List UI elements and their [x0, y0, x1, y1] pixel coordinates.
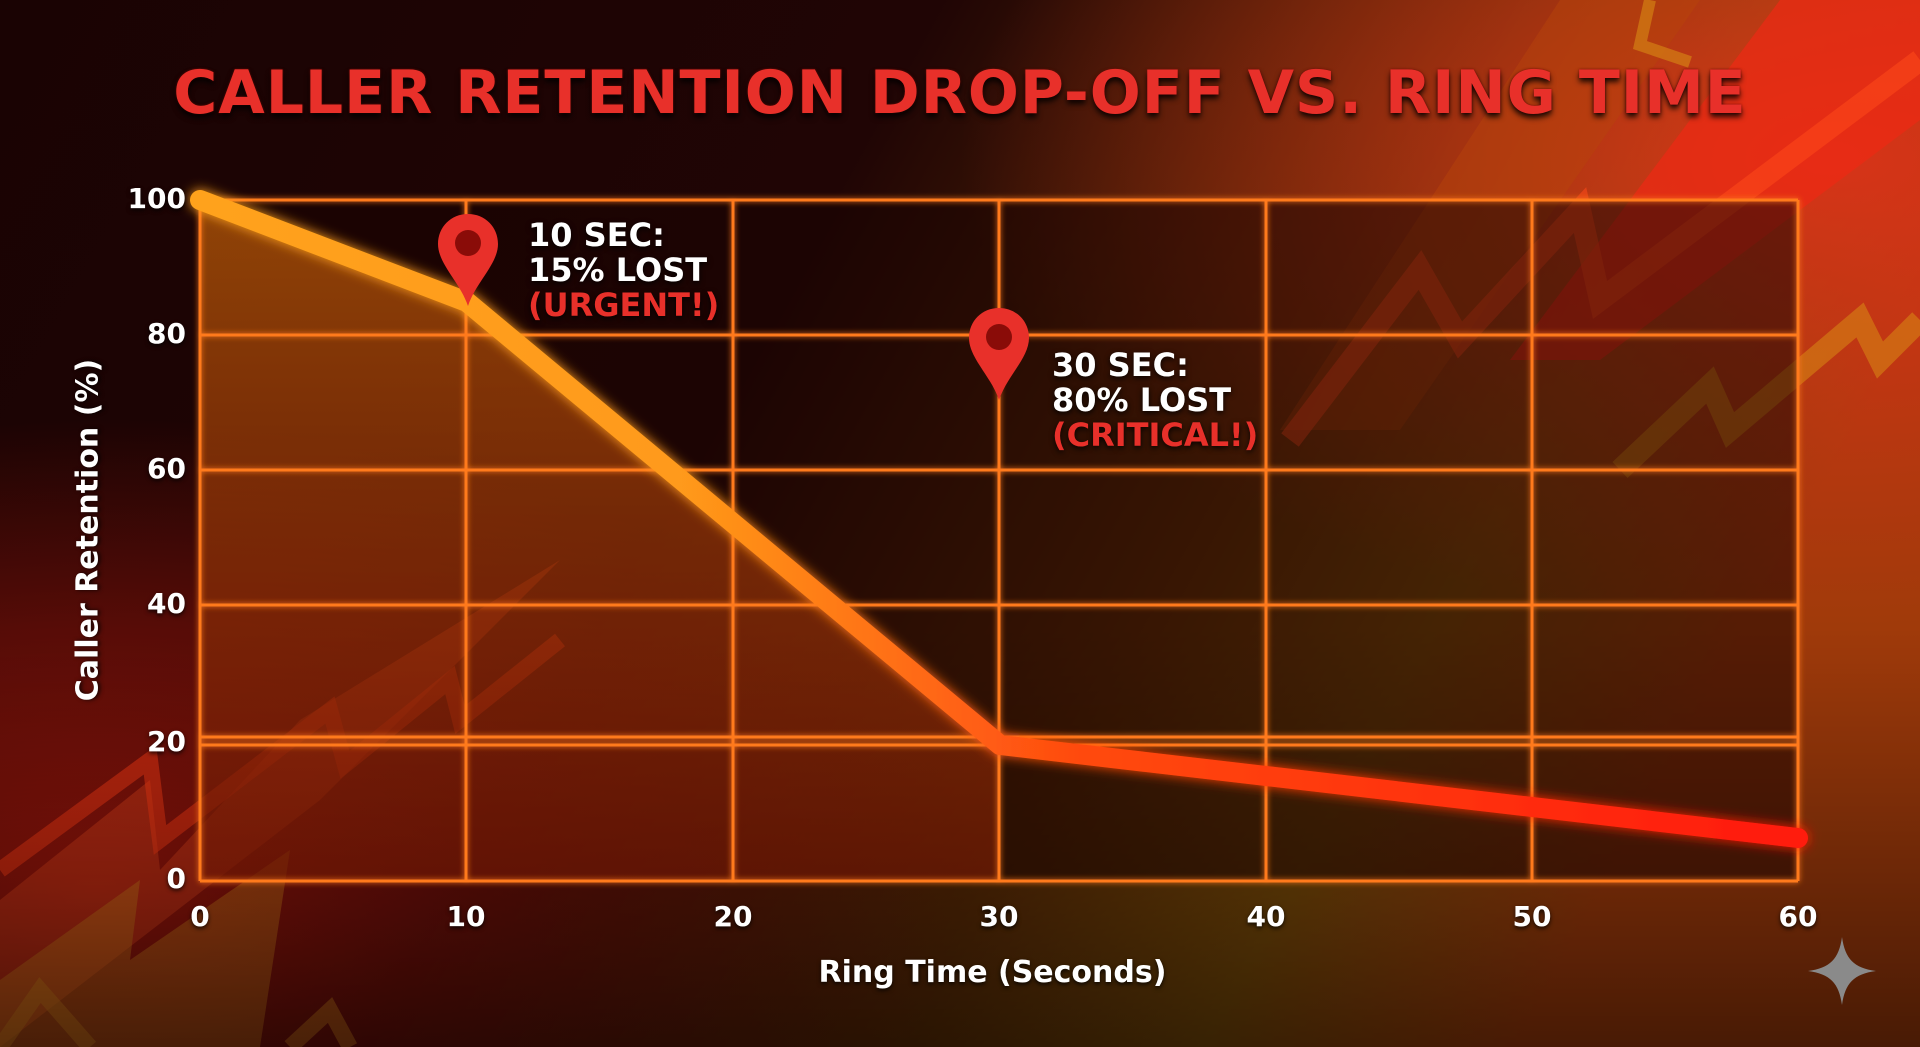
x-tick: 20 — [713, 900, 753, 933]
x-tick: 50 — [1512, 900, 1552, 933]
y-tick: 80 — [147, 317, 186, 350]
x-axis-label: Ring Time (Seconds) — [818, 955, 1167, 990]
x-tick: 10 — [446, 900, 486, 933]
map-pin-icon — [969, 308, 1029, 400]
annotation-10-sec: 10 SEC: 15% LOST (URGENT!) — [528, 218, 719, 323]
annotation-loss: 15% LOST — [528, 251, 708, 289]
annotation-loss: 80% LOST — [1052, 381, 1232, 419]
y-tick: 20 — [147, 725, 186, 758]
retention-line — [190, 190, 1808, 848]
map-pin-icon — [438, 214, 498, 306]
annotation-30-sec: 30 SEC: 80% LOST (CRITICAL!) — [1052, 348, 1258, 453]
x-tick: 60 — [1778, 900, 1818, 933]
area-fill — [200, 200, 1000, 881]
x-tick: 0 — [190, 900, 210, 933]
y-tick: 60 — [147, 452, 186, 485]
sparkle-icon — [1808, 937, 1876, 1005]
y-tick: 0 — [166, 862, 186, 895]
x-tick: 40 — [1246, 900, 1286, 933]
y-axis-label: Caller Retention (%) — [70, 358, 106, 702]
y-tick: 100 — [127, 182, 186, 215]
annotation-time: 10 SEC: — [528, 216, 665, 254]
chart-title: CALLER RETENTION DROP-OFF VS. RING TIME — [173, 58, 1747, 128]
annotation-severity: (URGENT!) — [528, 286, 720, 324]
y-tick: 40 — [147, 587, 186, 620]
annotation-severity: (CRITICAL!) — [1052, 416, 1259, 454]
x-tick: 30 — [979, 900, 1019, 933]
annotation-time: 30 SEC: — [1052, 346, 1189, 384]
